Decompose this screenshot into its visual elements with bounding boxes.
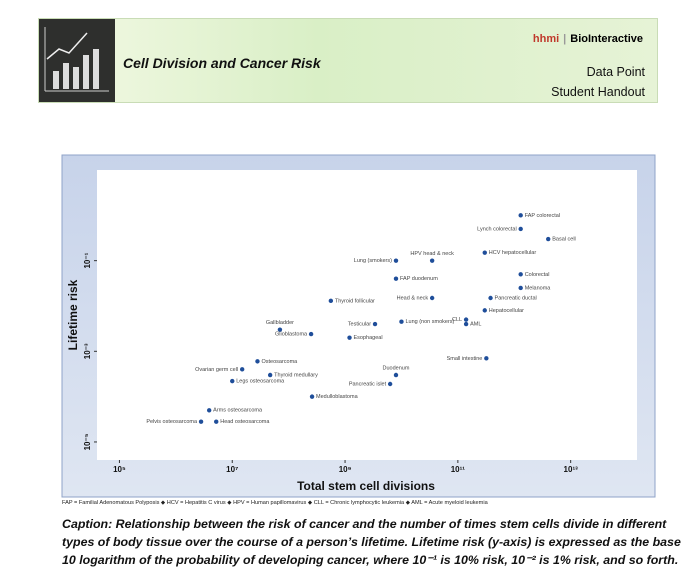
point-label: Head osteosarcoma xyxy=(220,419,270,425)
point-label: Basal cell xyxy=(552,236,576,242)
data-point xyxy=(387,381,393,387)
data-point xyxy=(488,295,493,301)
point-label: Thyroid follicular xyxy=(335,298,375,304)
x-tick-label: 10¹¹ xyxy=(451,465,466,474)
data-point xyxy=(463,321,469,327)
brand-name: BioInteractive xyxy=(570,33,643,45)
point-label: Lung (smokers) xyxy=(354,258,392,264)
data-point xyxy=(372,321,378,327)
brand: hhmi | BioInteractive xyxy=(532,33,643,45)
point-label: FAP duodenum xyxy=(400,276,438,282)
x-tick-label: 10⁵ xyxy=(113,465,126,474)
point-label: Head & neck xyxy=(397,295,429,301)
point-label: Thyroid medullary xyxy=(274,372,318,378)
point-label: Duodenum xyxy=(383,365,410,371)
data-point xyxy=(393,276,399,281)
point-label: CLL xyxy=(452,317,462,323)
y-tick-label: 10⁻¹ xyxy=(83,252,92,268)
point-label: HPV head & neck xyxy=(410,251,454,257)
data-point xyxy=(206,408,212,413)
point-label: Lynch colorectal xyxy=(477,226,517,232)
data-point xyxy=(429,295,435,301)
point-label: Esophageal xyxy=(354,335,383,341)
x-axis-label: Total stem cell divisions xyxy=(297,479,435,493)
data-point xyxy=(393,258,399,263)
x-tick-label: 10⁹ xyxy=(339,465,352,474)
x-tick-label: 10¹³ xyxy=(564,465,579,474)
plot-area xyxy=(97,170,637,460)
data-point xyxy=(214,419,219,424)
header: Cell Division and Cancer Risk hhmi | BioIn… xyxy=(38,18,658,103)
footnote: FAP = Familial Adenomatous Polyposis ◆ H… xyxy=(62,500,488,506)
point-label: FAP colorectal xyxy=(525,213,560,219)
data-point xyxy=(399,319,404,324)
data-point xyxy=(518,272,523,277)
data-point xyxy=(328,298,334,304)
data-point xyxy=(255,359,260,364)
title: Cell Division and Cancer Risk xyxy=(123,55,321,71)
data-point xyxy=(518,226,523,232)
data-point xyxy=(393,372,399,378)
y-tick-label: 10⁻³ xyxy=(83,343,92,359)
point-label: AML xyxy=(470,321,481,327)
doc-type: Data Point xyxy=(586,65,645,79)
point-label: Colorectal xyxy=(525,272,550,278)
point-label: Testicular xyxy=(348,321,371,327)
y-axis-label: Lifetime risk xyxy=(66,279,80,350)
point-label: Hepatocellular xyxy=(489,308,524,314)
data-point xyxy=(230,378,235,384)
point-label: Melanoma xyxy=(525,285,552,291)
point-label: Arms osteosarcoma xyxy=(213,408,263,414)
caption: Caption: Relationship between the risk o… xyxy=(62,517,681,567)
data-point xyxy=(429,258,435,263)
data-point xyxy=(347,335,352,340)
point-label: Pelvis osteosarcoma xyxy=(146,419,198,425)
brand-prefix: hhmi xyxy=(532,33,560,45)
point-label: Medulloblastoma xyxy=(316,394,359,400)
point-label: Pancreatic islet xyxy=(349,381,387,387)
data-point xyxy=(198,419,204,424)
point-label: Gallbladder xyxy=(266,320,294,326)
icon-art xyxy=(44,27,109,92)
data-point xyxy=(518,285,523,291)
data-point xyxy=(482,308,487,313)
data-point xyxy=(267,372,273,378)
x-tick-label: 10⁷ xyxy=(226,465,238,474)
data-point xyxy=(239,367,245,372)
data-point xyxy=(484,356,489,361)
point-label: Legs osteosarcoma xyxy=(236,379,285,385)
data-point xyxy=(308,331,314,337)
doc-audience: Student Handout xyxy=(551,85,645,99)
data-point xyxy=(463,317,469,322)
data-point xyxy=(518,213,523,218)
point-label: Osteosarcoma xyxy=(261,359,298,365)
point-label: Small intestine xyxy=(447,356,483,362)
point-label: Glioblastoma xyxy=(275,332,308,338)
point-label: Lung (non smokers) xyxy=(405,319,454,325)
point-label: HCV hepatocellular xyxy=(489,250,537,256)
data-point xyxy=(309,394,315,399)
data-point xyxy=(546,236,551,242)
data-point xyxy=(277,327,283,332)
header-icon xyxy=(39,19,115,102)
y-tick-label: 10⁻⁵ xyxy=(83,433,92,450)
data-point xyxy=(482,250,487,255)
point-label: Ovarian germ cell xyxy=(195,367,238,373)
point-label: Pancreatic ductal xyxy=(495,295,537,301)
